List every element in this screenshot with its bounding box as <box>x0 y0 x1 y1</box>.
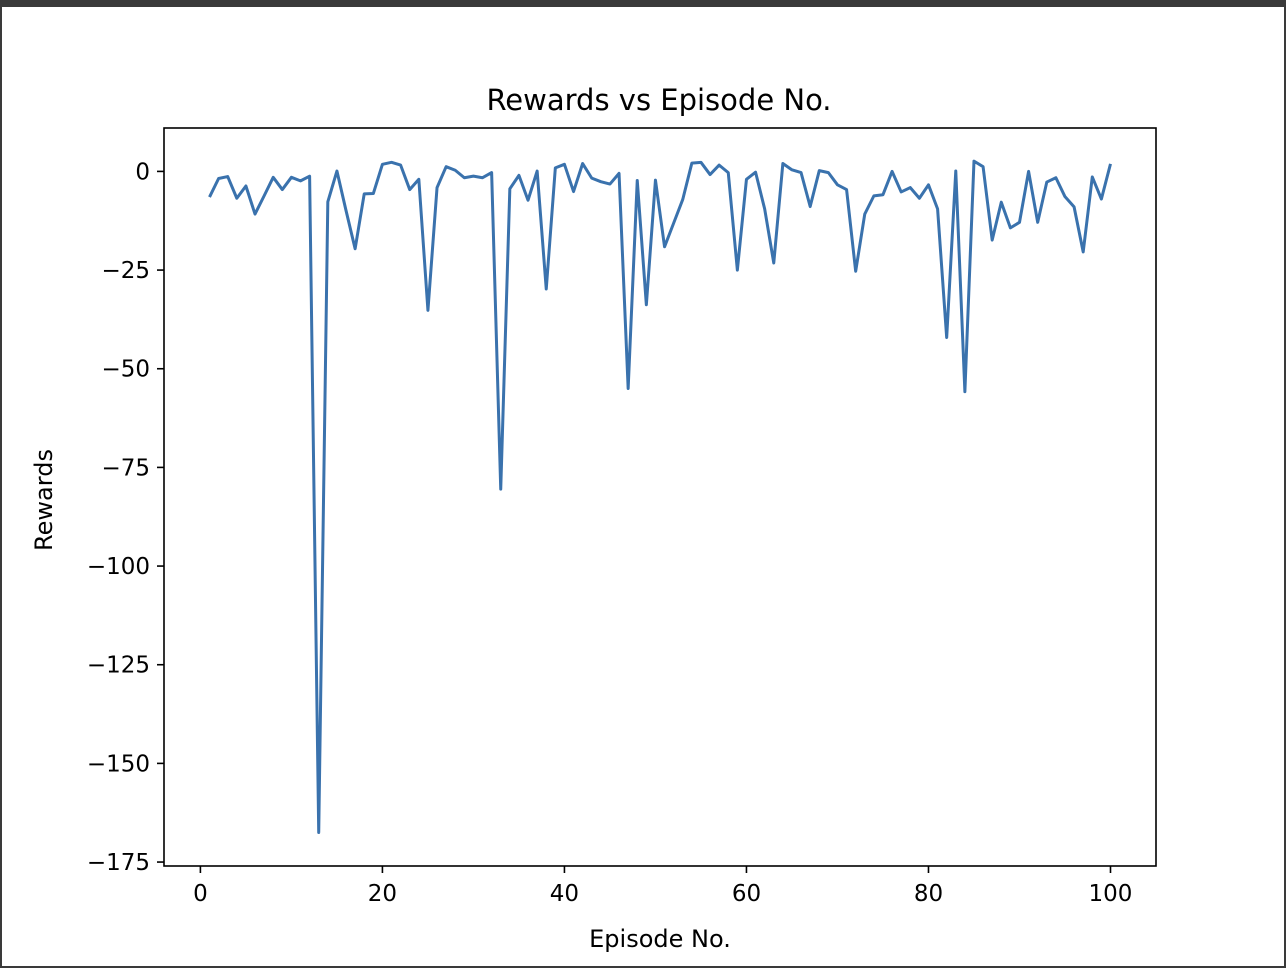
y-tick-label: −125 <box>87 653 150 679</box>
axis-ticks: 0 20 40 60 80 100 0 −25 −50 −75 −100 −125 −150 −175 <box>87 159 1133 907</box>
y-tick-label: −175 <box>87 850 150 876</box>
y-tick-label: −25 <box>101 258 150 284</box>
plot-area-border <box>163 127 1157 867</box>
x-tick-label: 80 <box>914 881 943 907</box>
y-tick-label: −100 <box>87 554 150 580</box>
x-tick-label: 20 <box>368 881 397 907</box>
series-line <box>208 159 1112 834</box>
x-tick-label: 0 <box>193 881 208 907</box>
y-tick-label: −75 <box>101 455 150 481</box>
x-tick-label: 60 <box>732 881 761 907</box>
y-axis-label: Rewards <box>30 449 58 551</box>
y-tick-label: −50 <box>101 357 150 383</box>
y-tick-label: −150 <box>87 751 150 777</box>
x-tick-label: 100 <box>1089 881 1133 907</box>
y-tick-label: 0 <box>135 159 150 185</box>
line-chart: Rewards vs Episode No. 0 20 40 60 80 100 0 −25 −… <box>30 83 1157 953</box>
x-tick-label: 40 <box>550 881 579 907</box>
x-axis-label: Episode No. <box>589 925 731 953</box>
chart-title: Rewards vs Episode No. <box>486 83 831 117</box>
